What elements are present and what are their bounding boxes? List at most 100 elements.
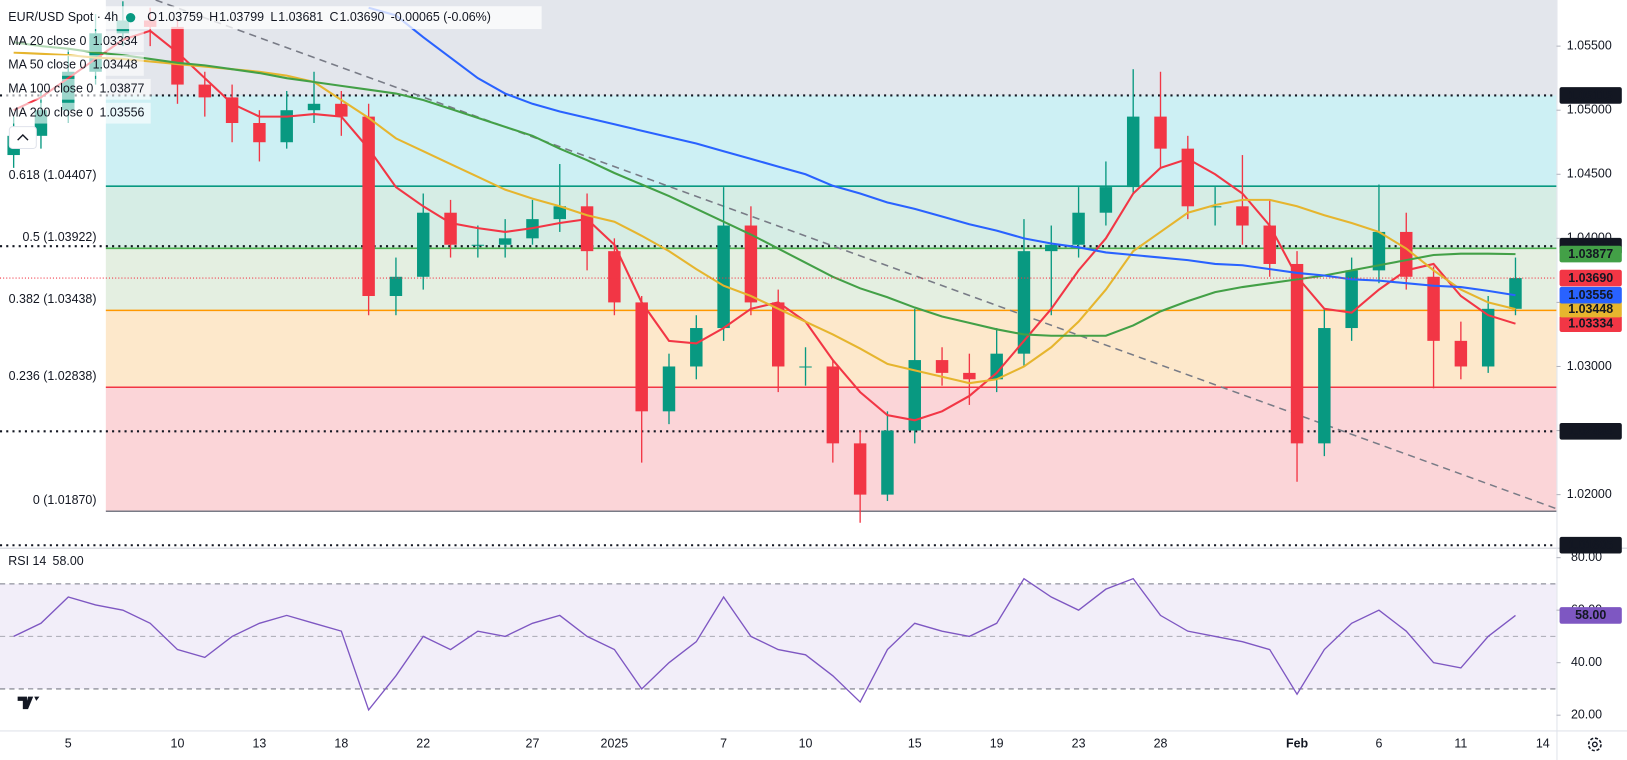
candle-body <box>198 84 212 98</box>
candle-body <box>417 212 430 277</box>
rsi-value: 58.00 <box>53 554 84 568</box>
candle-body <box>362 116 375 297</box>
ma-badge-box <box>1559 245 1622 263</box>
candle-body <box>471 244 485 246</box>
candle-body <box>853 443 867 495</box>
x-tick-label: 10 <box>799 737 813 751</box>
x-tick-label: 14 <box>1536 737 1550 751</box>
gear-outer <box>1587 737 1602 752</box>
header-bg <box>2 6 542 30</box>
candle-body <box>799 366 812 368</box>
rsi-tick-label: 20.00 <box>1571 707 1602 721</box>
candle-body <box>280 110 293 143</box>
overlay: 1.020001.025001.030001.035001.040001.045… <box>2 6 1622 751</box>
ma-line <box>13 41 1516 337</box>
tradingview-logo[interactable] <box>12 689 46 717</box>
x-tick-label: 18 <box>334 737 348 751</box>
candle-body <box>635 302 648 412</box>
candle-body <box>1263 225 1276 264</box>
candle-body <box>1045 244 1058 252</box>
candle-body <box>580 206 594 252</box>
candle-body <box>1481 308 1495 367</box>
level-badge-text: 1.01605 <box>1568 538 1613 552</box>
x-tick-label: 7 <box>720 737 727 751</box>
legend-value: 1.03448 <box>93 58 138 72</box>
ohlc-value: 1.03690 <box>339 10 384 24</box>
ohlc-key: C <box>329 10 338 24</box>
change-value: -0.00065 (-0.06%) <box>391 10 491 24</box>
legend-value: 1.03877 <box>100 82 145 96</box>
ma-badge-box <box>1559 300 1622 318</box>
x-tick-label: 23 <box>1072 737 1086 751</box>
legend-name: MA 20 close 0 <box>8 34 86 48</box>
ma-badge-text: 1.03556 <box>1568 288 1613 302</box>
settings-button[interactable] <box>1587 737 1602 752</box>
level-badge-box <box>1559 87 1622 104</box>
legend-name: MA 50 close 0 <box>8 58 86 72</box>
ohlc-key: O <box>147 10 157 24</box>
candle-body <box>1208 206 1222 208</box>
candle-body <box>1345 270 1358 329</box>
fib-label: 0.618 (1.04407) <box>9 168 97 182</box>
y-tick-label: 1.05500 <box>1567 38 1612 52</box>
candle-body <box>1400 231 1413 277</box>
candle-body <box>253 123 266 143</box>
legend-bg <box>2 102 151 124</box>
collapse-icon <box>17 134 29 141</box>
y-tick-label: 1.05000 <box>1567 102 1612 116</box>
candle-body <box>498 238 512 245</box>
y-tick-label: 1.03000 <box>1567 359 1612 373</box>
fib-zone <box>105 95 1557 187</box>
candle-body <box>1454 340 1468 367</box>
candle-body <box>771 302 785 367</box>
fib-label: 0.5 (1.03922) <box>23 230 97 244</box>
collapse-button[interactable] <box>8 126 37 149</box>
ohlc-value: 1.03681 <box>278 10 323 24</box>
ohlc-key: H <box>209 10 218 24</box>
logo-mark <box>17 696 40 710</box>
candle-body <box>990 353 1003 380</box>
candle-body <box>935 360 949 373</box>
x-tick-label: Feb <box>1286 737 1309 751</box>
ma-badge-box <box>1559 286 1622 304</box>
ohlc-key: L <box>270 10 277 24</box>
candle-body <box>690 328 703 367</box>
ma-badge-text: 1.03334 <box>1568 316 1613 330</box>
legend-bg <box>2 31 144 52</box>
ohlc-value: 1.03759 <box>158 10 203 24</box>
ma-badge-box <box>1559 315 1622 332</box>
candle-body <box>307 103 321 111</box>
symbol-title: EUR/USD Spot · 4h <box>8 10 118 24</box>
rsi-line <box>13 577 1516 712</box>
fib-zone <box>105 248 1557 311</box>
x-tick-label: 27 <box>526 737 540 751</box>
x-tick-label: 11 <box>1454 737 1467 751</box>
x-tick-label: 28 <box>1154 737 1168 751</box>
candle-body <box>744 225 758 303</box>
candle-body <box>963 372 976 380</box>
collapse-box[interactable] <box>8 126 37 149</box>
legend-name: MA 200 close 0 <box>8 105 93 119</box>
candle-body <box>1017 251 1031 354</box>
fib-label: 0.382 (1.03438) <box>9 292 97 306</box>
ma-line <box>13 29 1516 422</box>
y-tick-label: 1.04500 <box>1567 167 1612 181</box>
x-tick-label: 10 <box>171 737 185 751</box>
fib-label: 0.236 (1.02838) <box>9 369 97 383</box>
candle-body <box>1290 263 1304 444</box>
rsi-badge-text: 58.00 <box>1575 608 1606 622</box>
candle-body <box>171 26 184 85</box>
fib-zone <box>105 186 1557 249</box>
candle-body <box>1126 116 1140 188</box>
legend-value: 1.03556 <box>100 105 145 119</box>
legend-name: MA 100 close 0 <box>8 82 93 96</box>
candle-body <box>1236 206 1249 226</box>
gear-inner <box>1591 741 1598 748</box>
level-badge-text: 1.02494 <box>1568 424 1613 438</box>
ohlc-value: 1.03799 <box>219 10 264 24</box>
candle-body <box>1181 148 1195 207</box>
candle-body <box>1318 328 1331 444</box>
ma-line <box>368 6 1516 297</box>
